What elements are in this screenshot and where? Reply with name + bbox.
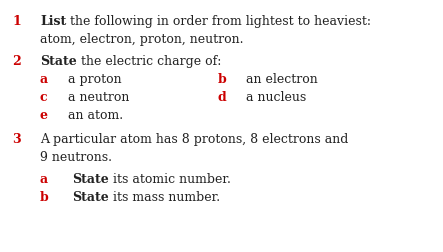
Text: atom, electron, proton, neutron.: atom, electron, proton, neutron. bbox=[40, 33, 244, 46]
Text: c: c bbox=[40, 91, 48, 104]
Text: State: State bbox=[40, 55, 77, 68]
Text: its atomic number.: its atomic number. bbox=[109, 172, 231, 185]
Text: A particular atom has 8 protons, 8 electrons and: A particular atom has 8 protons, 8 elect… bbox=[40, 133, 348, 145]
Text: its mass number.: its mass number. bbox=[109, 190, 220, 203]
Text: an electron: an electron bbox=[246, 73, 318, 86]
Text: the electric charge of:: the electric charge of: bbox=[77, 55, 221, 68]
Text: b: b bbox=[40, 190, 49, 203]
Text: a proton: a proton bbox=[68, 73, 122, 86]
Text: State: State bbox=[72, 172, 109, 185]
Text: List: List bbox=[40, 15, 66, 28]
Text: 3: 3 bbox=[12, 133, 21, 145]
Text: a nucleus: a nucleus bbox=[246, 91, 306, 104]
Text: State: State bbox=[72, 190, 109, 203]
Text: b: b bbox=[218, 73, 227, 86]
Text: a: a bbox=[40, 172, 48, 185]
Text: 2: 2 bbox=[12, 55, 21, 68]
Text: e: e bbox=[40, 109, 48, 121]
Text: the following in order from lightest to heaviest:: the following in order from lightest to … bbox=[66, 15, 371, 28]
Text: 9 neutrons.: 9 neutrons. bbox=[40, 150, 112, 163]
Text: an atom.: an atom. bbox=[68, 109, 123, 121]
Text: 1: 1 bbox=[12, 15, 21, 28]
Text: a neutron: a neutron bbox=[68, 91, 129, 104]
Text: d: d bbox=[218, 91, 227, 104]
Text: a: a bbox=[40, 73, 48, 86]
